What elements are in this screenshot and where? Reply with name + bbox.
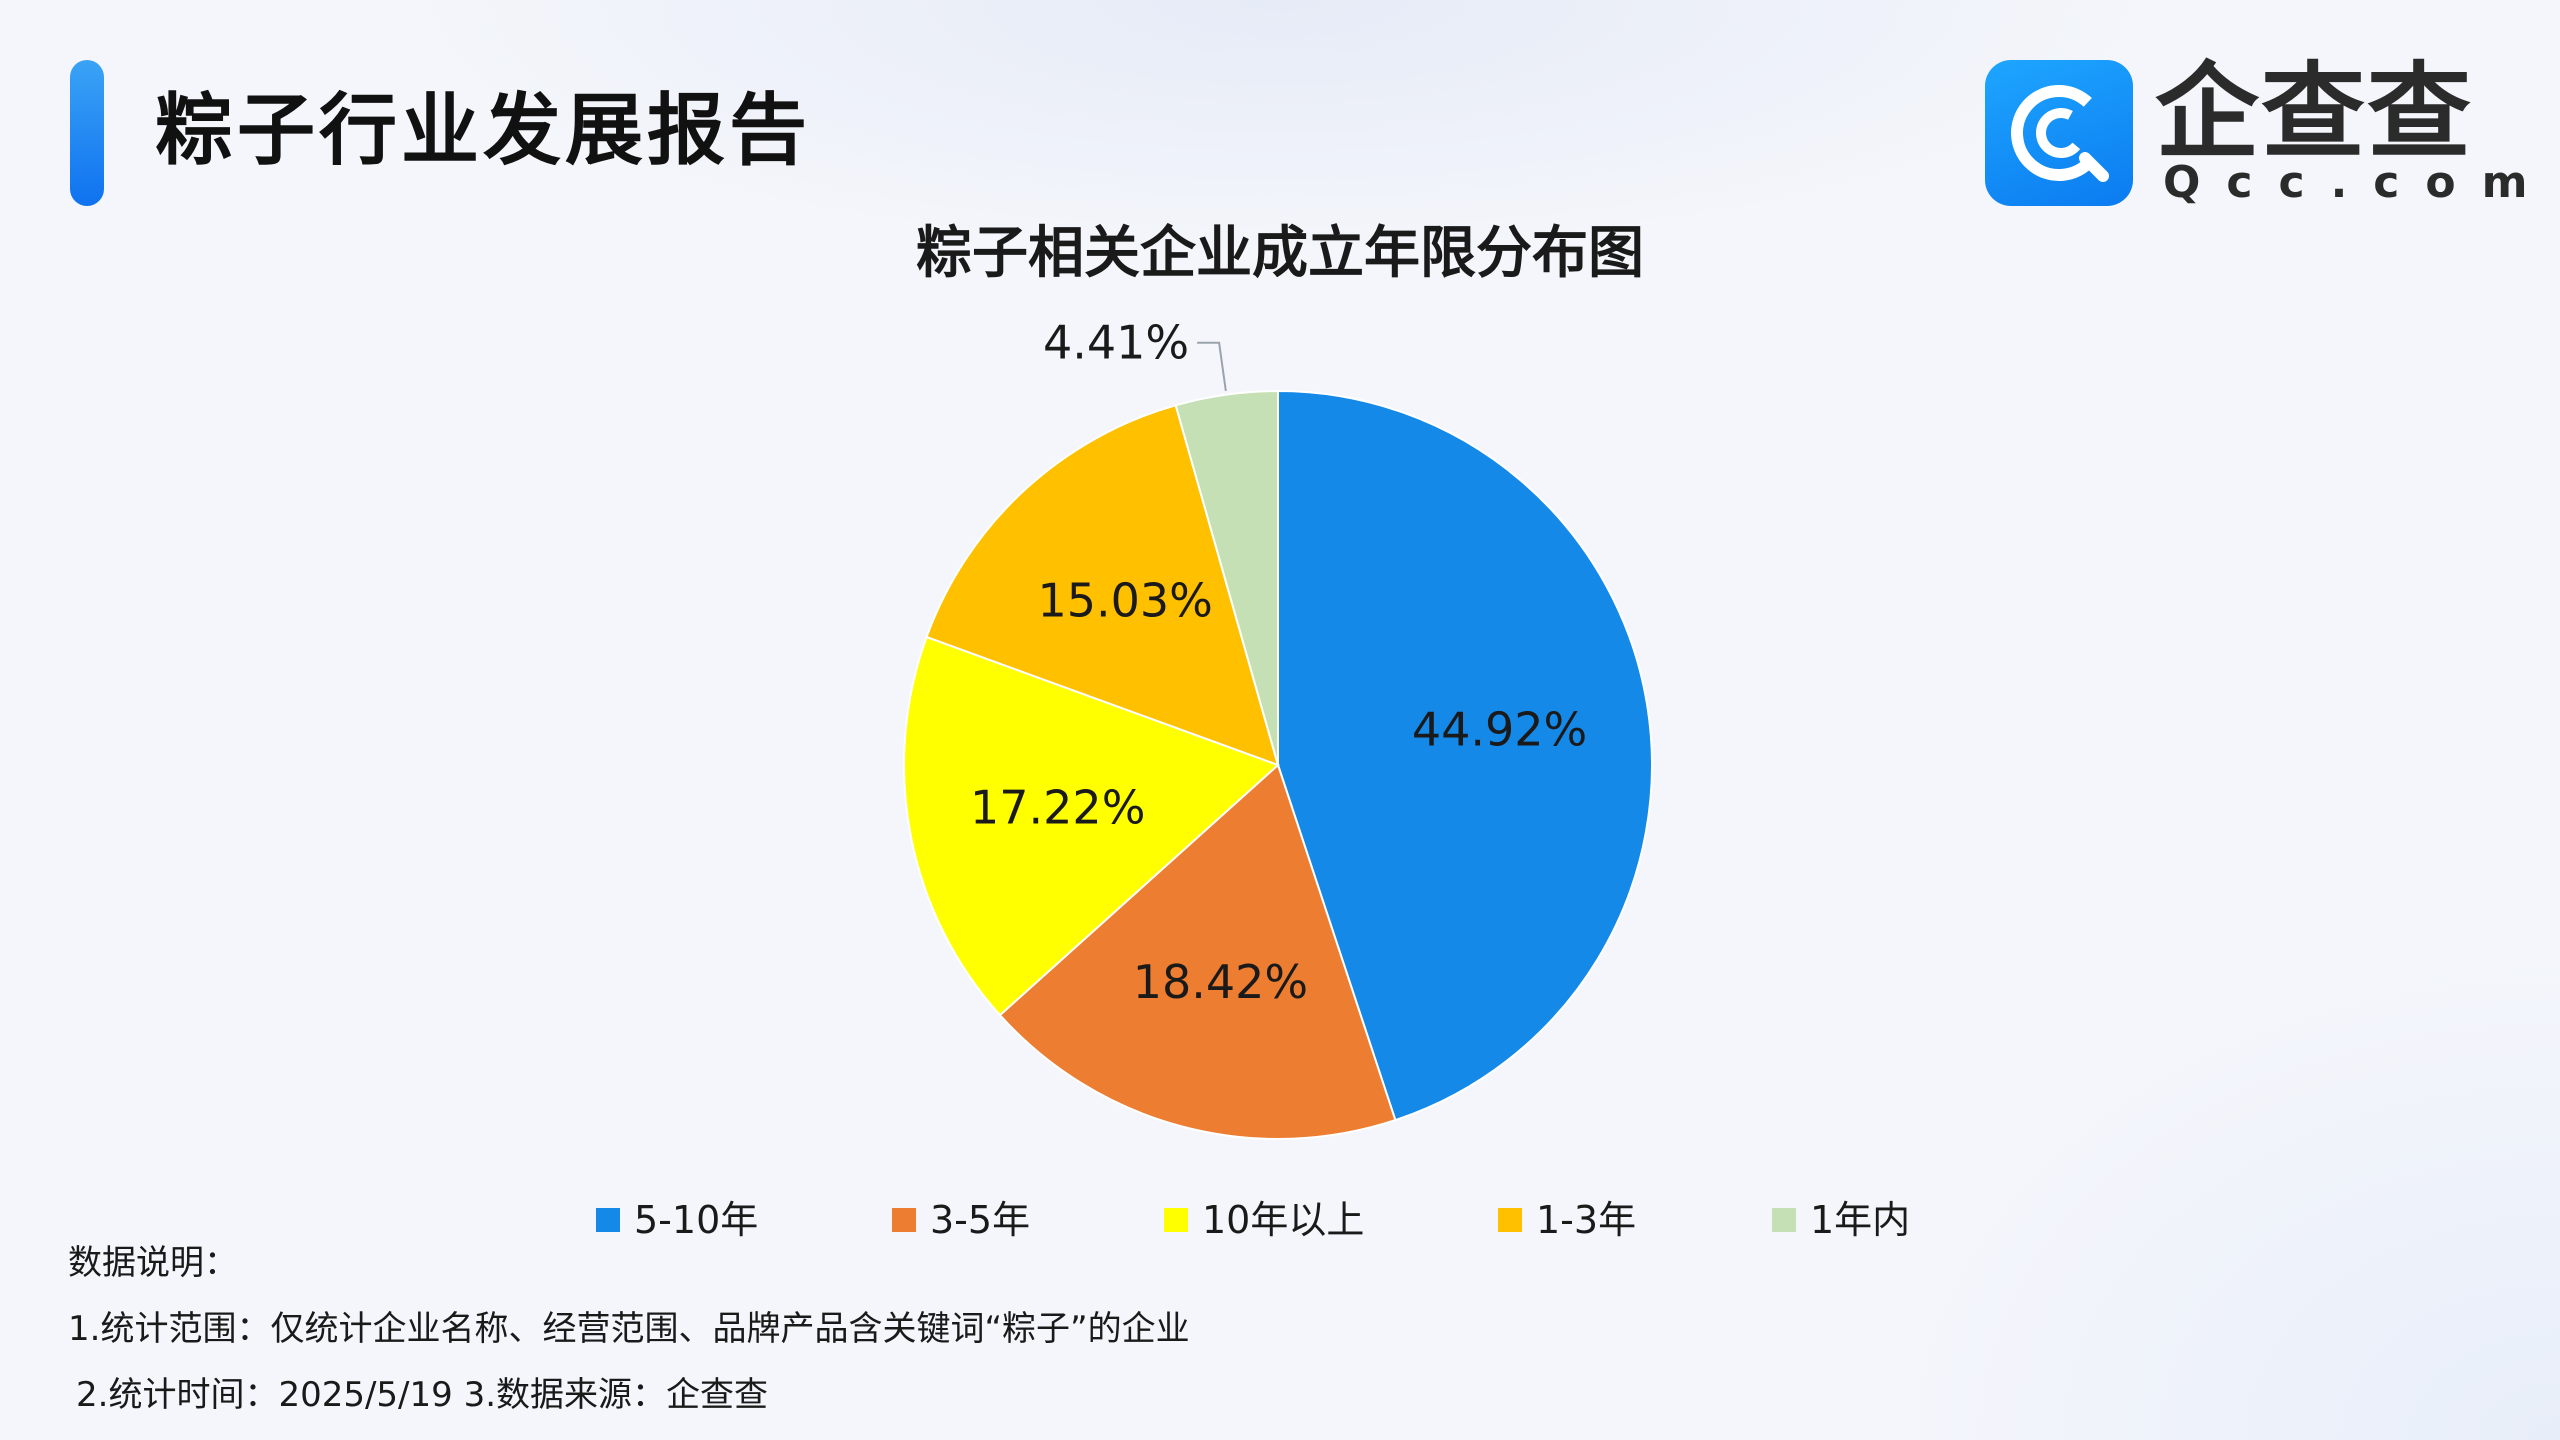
qcc-logo-wordmark: 企查查: [2155, 51, 2474, 173]
legend-swatch: [596, 1208, 620, 1232]
notes-heading: 数据说明：: [68, 1243, 238, 1283]
legend-item-3-5-years: 3-5年: [892, 1190, 1030, 1250]
legend-item-under-1-year: 1年内: [1772, 1190, 1910, 1250]
notes-time-source: 2.统计时间：2025/5/19 3.数据来源：企查查: [76, 1375, 769, 1415]
pie-slice-5-10-years: [1277, 389, 1653, 1122]
notes-scope: 1.统计范围：仅统计企业名称、经营范围、品牌产品含关键词“粽子”的企业: [68, 1309, 1190, 1349]
pie-label-3-5-years: 18.42%: [1133, 955, 1308, 1009]
pie-slice-1-3-years: [925, 404, 1280, 767]
qcc-logo-icon: [1985, 60, 2133, 206]
pie-label-5-10-years: 44.92%: [1412, 702, 1587, 756]
pie-slice-under-1-year: [1174, 389, 1279, 766]
pie-label-over-10-years: 17.22%: [970, 781, 1145, 835]
report-title: 粽子行业发展报告: [155, 86, 812, 176]
legend-item-over-10-years: 10年以上: [1164, 1190, 1364, 1250]
pie-leader-line-under-1-year: [1197, 341, 1227, 392]
qcc-logo: 企查查 Qcc.com: [1985, 52, 2527, 208]
legend-label: 10年以上: [1202, 1198, 1365, 1242]
legend-swatch: [1772, 1208, 1796, 1232]
legend-label: 1年内: [1810, 1198, 1911, 1242]
legend-item-5-10-years: 5-10年: [596, 1190, 758, 1250]
pie-slice-3-5-years: [998, 763, 1397, 1140]
legend-label: 5-10年: [634, 1198, 759, 1242]
pie-chart: 44.92% 18.42% 17.22% 15.03% 4.41%: [903, 316, 1653, 1140]
legend-swatch: [1498, 1208, 1522, 1232]
pie-label-under-1-year: 4.41%: [1043, 316, 1189, 370]
legend-swatch: [892, 1208, 916, 1232]
pie-label-1-3-years: 15.03%: [1037, 574, 1212, 628]
qcc-logo-domain: Qcc.com: [2163, 157, 2554, 208]
legend-label: 1-3年: [1536, 1198, 1637, 1242]
legend-swatch: [1164, 1208, 1188, 1232]
chart-title: 粽子相关企业成立年限分布图: [916, 221, 1644, 286]
legend-item-1-3-years: 1-3年: [1498, 1190, 1636, 1250]
legend-label: 3-5年: [930, 1198, 1031, 1242]
title-accent-bar: [70, 60, 104, 206]
